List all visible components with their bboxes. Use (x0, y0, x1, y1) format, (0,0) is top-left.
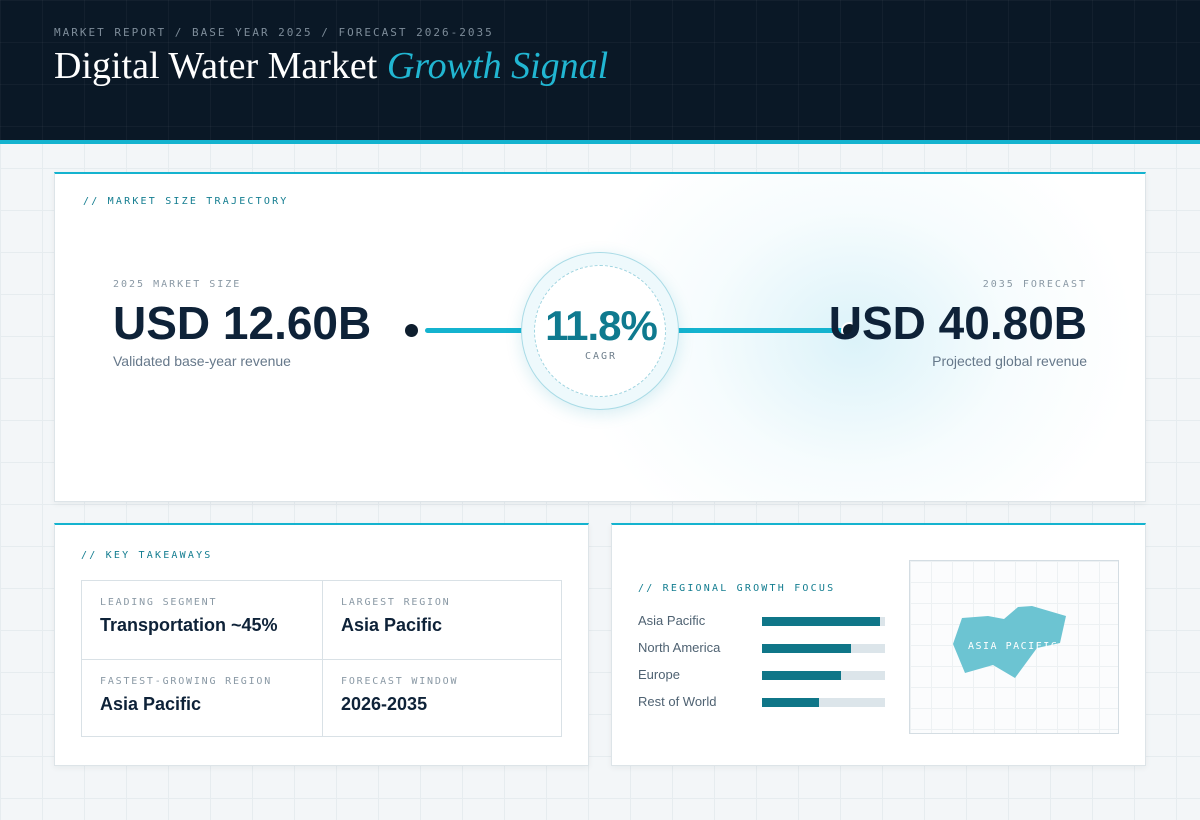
forecast-value: USD 40.80B (828, 297, 1087, 349)
regional-growth-card: // REGIONAL GROWTH FOCUS Asia Pacific No… (611, 523, 1146, 766)
region-map: ASIA PACIFIC (909, 560, 1119, 734)
region-bar-track (762, 671, 885, 680)
breadcrumb: MARKET REPORT / BASE YEAR 2025 / FORECAS… (54, 26, 494, 39)
takeaway-fastest-growing-region: FASTEST-GROWING REGION Asia Pacific (82, 659, 322, 737)
takeaway-largest-region: LARGEST REGION Asia Pacific (322, 581, 562, 659)
key-takeaways-card: // KEY TAKEAWAYS LEADING SEGMENT Transpo… (54, 523, 589, 766)
header-accent-rule (0, 140, 1200, 144)
region-bar-fill (762, 644, 851, 653)
takeaway-leading-segment: LEADING SEGMENT Transportation ~45% (82, 581, 322, 659)
report-header: MARKET REPORT / BASE YEAR 2025 / FORECAS… (0, 0, 1200, 140)
region-bar-track (762, 698, 885, 707)
base-year-label: 2025 MARKET SIZE (113, 279, 242, 290)
map-region-label: ASIA PACIFIC (968, 641, 1059, 652)
region-name: North America (638, 640, 721, 655)
takeaways-section-label: // KEY TAKEAWAYS (81, 550, 213, 561)
region-bar-track (762, 617, 885, 626)
takeaway-label: LARGEST REGION (341, 597, 451, 608)
cagr-label: CAGR (584, 351, 618, 362)
region-name: Asia Pacific (638, 613, 706, 628)
base-year-description: Validated base-year revenue (113, 353, 291, 369)
region-bar-row: Asia Pacific (638, 613, 888, 629)
region-bar-row: North America (638, 640, 888, 656)
region-name: Europe (638, 667, 680, 682)
takeaway-value: Asia Pacific (341, 615, 443, 635)
cagr-badge: 11.8% CAGR (521, 252, 679, 410)
takeaway-label: LEADING SEGMENT (100, 597, 218, 608)
trajectory-end-dot (841, 322, 858, 339)
region-bar-row: Europe (638, 667, 888, 683)
cagr-value: 11.8% (545, 302, 658, 349)
region-bar-fill (762, 617, 881, 626)
takeaway-label: FORECAST WINDOW (341, 676, 459, 687)
forecast-description: Projected global revenue (932, 353, 1087, 369)
asia-pacific-map-shape (953, 606, 1066, 678)
trajectory-section-label: // MARKET SIZE TRAJECTORY (83, 196, 289, 207)
page-title-main: Digital Water Market (54, 45, 378, 87)
region-bar-row: Rest of World (638, 694, 888, 710)
forecast-label: 2035 FORECAST (982, 279, 1087, 290)
takeaway-value: Transportation ~45% (100, 615, 278, 635)
region-name: Rest of World (638, 694, 717, 709)
regional-section-label: // REGIONAL GROWTH FOCUS (638, 583, 836, 594)
region-bar-fill (762, 698, 819, 707)
cagr-badge-inner: 11.8% CAGR (534, 265, 666, 397)
market-size-trajectory-card: // MARKET SIZE TRAJECTORY 2025 MARKET SI… (54, 172, 1146, 502)
takeaway-value: Asia Pacific (100, 694, 202, 714)
base-year-value: USD 12.60B (113, 297, 372, 349)
page-title-accent: Growth Signal (386, 45, 609, 87)
trajectory-start-dot (403, 322, 420, 339)
region-bar-fill (762, 671, 841, 680)
takeaway-forecast-window: FORECAST WINDOW 2026-2035 (322, 659, 562, 737)
takeaway-label: FASTEST-GROWING REGION (100, 676, 273, 687)
takeaways-grid: LEADING SEGMENT Transportation ~45% LARG… (81, 580, 562, 737)
takeaway-value: 2026-2035 (341, 694, 428, 714)
page-title: Digital Water Market Growth Signal (54, 44, 608, 88)
region-bar-track (762, 644, 885, 653)
